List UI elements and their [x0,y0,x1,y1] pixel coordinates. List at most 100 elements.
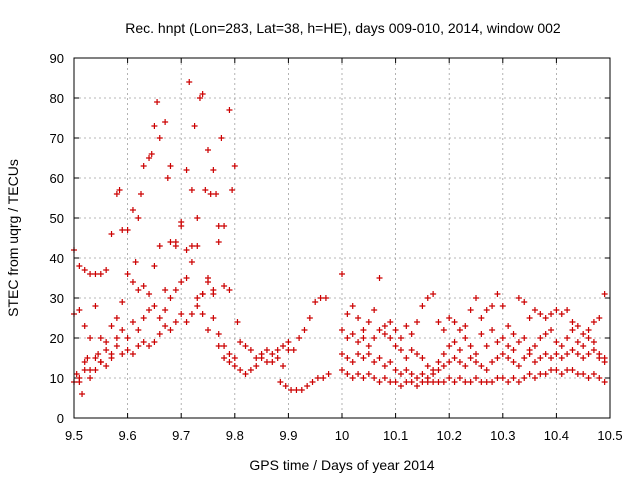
data-point [113,191,120,197]
data-point [499,375,506,381]
data-point [473,351,479,357]
data-point [483,307,490,313]
data-point [376,327,383,333]
x-tick-label: 10.4 [544,428,569,443]
data-point [564,367,571,373]
data-point [462,323,469,329]
data-point [188,259,195,265]
data-point [553,307,560,313]
data-point [183,319,190,325]
x-tick-label: 10.3 [490,428,515,443]
data-point [569,367,576,373]
data-point [129,207,136,213]
data-point [489,303,496,309]
data-point [349,359,356,365]
data-point [403,323,410,329]
data-point [355,351,362,357]
data-point [210,291,217,297]
data-point [478,331,485,337]
data-point [274,347,281,353]
data-point [140,339,147,345]
data-point [365,351,372,357]
data-point [521,355,528,361]
data-point [494,291,501,297]
data-point [564,351,571,357]
data-point [521,375,528,381]
data-point [414,319,421,325]
data-point [172,319,179,325]
data-point [601,291,608,297]
data-point [322,295,329,301]
data-point [183,167,190,173]
data-point [81,267,88,273]
data-point [355,315,362,321]
data-point [553,367,560,373]
data-point [210,167,217,173]
data-point [601,359,608,365]
chart-title: Rec. hnpt (Lon=283, Lat=38, h=HE), days … [125,20,561,36]
data-point [558,311,565,317]
data-point [569,319,576,325]
data-point [269,359,276,365]
data-point [306,315,313,321]
data-point [314,375,321,381]
data-point [116,187,123,193]
data-point [590,319,597,325]
data-point [408,347,415,353]
data-point [392,343,399,349]
data-point [196,95,203,101]
data-point [424,379,431,385]
data-point [408,379,415,385]
data-point [505,343,512,349]
data-point [135,215,142,221]
data-point [156,331,163,337]
data-point [113,315,120,321]
data-point [360,335,367,341]
data-point [574,339,581,345]
data-point [440,327,447,333]
data-point [446,343,453,349]
data-point [515,363,522,369]
data-point [199,91,206,97]
data-point [478,363,485,369]
y-tick-label: 90 [50,51,64,66]
data-point [73,371,80,377]
data-point [446,315,453,321]
data-point [188,311,195,317]
data-point [274,355,281,361]
data-point [440,379,447,385]
data-point [381,331,388,337]
data-point [108,231,115,237]
data-point [296,335,303,341]
data-point [580,331,587,337]
data-point [408,331,415,337]
data-point [205,279,211,285]
data-point [430,379,437,385]
data-point [499,351,506,357]
data-point [156,135,163,141]
data-point [574,323,581,329]
data-point [371,375,378,381]
data-point [344,355,351,361]
data-point [146,307,153,313]
data-point [596,355,603,361]
data-point [285,339,292,345]
data-point [269,351,276,357]
data-point [521,299,528,305]
data-point [467,307,474,313]
data-point [183,275,190,281]
data-point [162,307,169,313]
data-point [473,375,479,381]
data-point [489,379,496,385]
data-point [146,343,153,349]
data-point [231,363,238,369]
data-point [542,371,549,377]
data-point [558,343,565,349]
data-point [103,267,110,273]
data-point [419,371,426,377]
data-point [601,379,608,385]
x-tick-label: 10.5 [597,428,622,443]
data-point [590,371,597,377]
data-point [531,375,538,381]
data-point [569,347,576,353]
